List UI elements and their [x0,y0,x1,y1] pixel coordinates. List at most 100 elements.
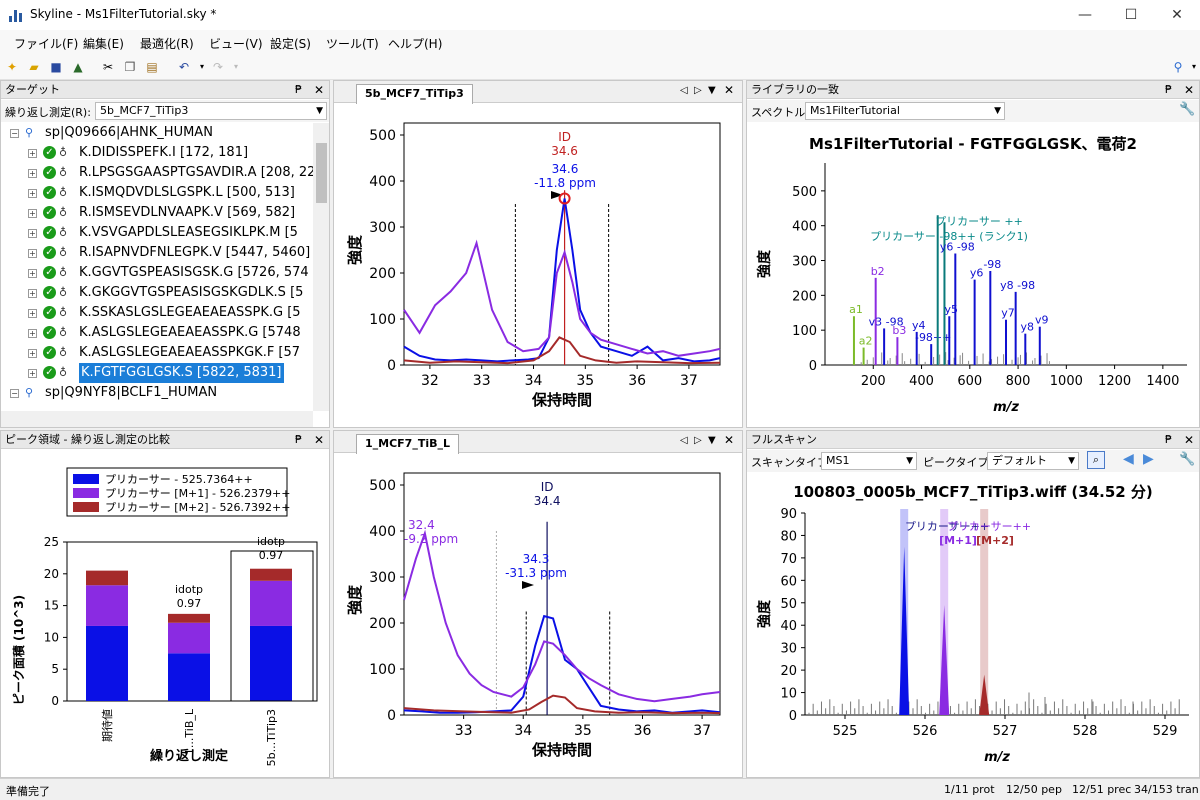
tab-next-icon[interactable]: ▷ [694,85,702,96]
pin-icon[interactable]: ₱ [295,433,302,446]
peptide-row[interactable]: + ✓ ♁ K.ISMQDVDLSLGSPK.L [500, 513] [1,183,313,203]
checkmark-icon: ✓ [43,326,56,339]
wrench-icon[interactable]: 🔧 [1179,102,1196,117]
tree-hscrollbar[interactable] [1,411,313,427]
bar-segment [86,625,128,701]
peptide-row[interactable]: + ✓ ♁ K.GGVTGSPEASISGSK.G [5726, 574 [1,263,313,283]
peptide-label: K.VSVGAPDLSLEASEGSIKLPK.M [5 [79,225,298,240]
menu-tools[interactable]: ツール(T) [326,37,379,51]
peptide-row[interactable]: + ✓ ♁ R.LPSGSGAASPTGSAVDIR.A [208, 225] [1,163,313,183]
expand-icon[interactable]: + [28,369,37,378]
menu-refine[interactable]: 最適化(R) [140,37,194,51]
expand-icon[interactable]: + [28,269,37,278]
peptide-row[interactable]: + ✓ ♁ K.ASLGSLEGEAEAEASSPK.G [5748 [1,323,313,343]
x-tick-label: 200 [861,374,886,389]
peptide-row[interactable]: + ✓ ♁ K.SSKASLGSLEGEAEAEASSPK.G [5 [1,303,313,323]
peptide-row[interactable]: + ✓ ♁ K.VSVGAPDLSLEASEGSIKLPK.M [5 [1,223,313,243]
targets-header: ターゲット ₱ ✕ [1,81,329,99]
tab-5b-mcf7[interactable]: 5b_MCF7_TiTip3 [356,84,473,104]
expand-icon[interactable]: + [28,149,37,158]
redo-dropdown-icon[interactable]: ▾ [233,62,238,71]
y-axis-label: ピーク面積 (10^3) [11,595,26,705]
scroll-thumb[interactable] [316,143,327,203]
tab-1-mcf7[interactable]: 1_MCF7_TiB_L [356,434,460,454]
menu-edit[interactable]: 編集(E) [83,37,124,51]
peak-rt-label: 34.3 [523,552,550,566]
close-icon[interactable]: ✕ [724,83,735,97]
menu-help[interactable]: ヘルプ(H) [388,37,443,51]
y-axis-label: 強度 [346,584,364,615]
peptide-row[interactable]: + ✓ ♁ R.ISMSEVDLNVAAPK.V [569, 582] [1,203,313,223]
minimize-icon[interactable]: — [1078,7,1092,23]
bar-segment [250,625,292,701]
peptide-row[interactable]: + ✓ ♁ R.ISAPNVDFNLEGPK.V [5447, 5460] [1,243,313,263]
copy-icon[interactable]: ❐ [124,60,136,74]
peptide-row[interactable]: + ✓ ♁ K.GKGGVTGSPEASISGSKGDLK.S [5 [1,283,313,303]
collapse-icon[interactable]: − [10,389,19,398]
x-axis-label: m/z [984,750,1010,765]
expand-icon[interactable]: + [28,309,37,318]
menu-settings[interactable]: 設定(S) [270,37,311,51]
open-folder-icon[interactable]: ▰ [29,60,39,74]
scan-type-combo[interactable]: MS1 ▼ [821,452,917,470]
peptide-row[interactable]: + ✓ ♁ K.DIDISSPEFK.I [172, 181] [1,143,313,163]
ions-dropdown-icon[interactable]: ▾ [1191,62,1196,71]
close-icon[interactable]: ✕ [1184,83,1195,97]
close-icon[interactable]: ✕ [314,433,325,447]
y-tick-label: 50 [780,597,797,612]
legend-swatch-m1 [73,488,99,498]
close-icon[interactable]: ✕ [1171,7,1183,23]
legend-swatch-m2 [73,502,99,512]
spectrum-combo[interactable]: Ms1FilterTutorial ▼ [805,102,1005,120]
tree-scrollbar[interactable] [313,123,329,411]
arrow-right-icon[interactable]: ▶ [1143,451,1154,467]
cut-icon[interactable]: ✂ [102,60,114,74]
expand-icon[interactable]: + [28,229,37,238]
new-file-icon[interactable]: ✦ [6,60,18,74]
expand-icon[interactable]: + [28,209,37,218]
arrow-left-icon[interactable]: ◀ [1123,451,1134,467]
tab-prev-icon[interactable]: ◁ [680,85,688,96]
pin-icon[interactable]: ₱ [295,83,302,96]
expand-icon[interactable]: + [28,249,37,258]
undo-icon[interactable]: ↶ [178,60,190,74]
peak-areas-title: ピーク領域 - 繰り返し測定の比較 [5,433,170,446]
publish-icon[interactable]: ▲ [73,60,83,74]
tab-list-icon[interactable]: ▼ [708,435,716,446]
replicate-combo[interactable]: 5b_MCF7_TiTip3 ▼ [95,102,327,120]
wrench-icon[interactable]: 🔧 [1179,452,1196,467]
undo-dropdown-icon[interactable]: ▾ [199,62,204,71]
expand-icon[interactable]: + [28,289,37,298]
save-icon[interactable]: ■ [50,60,62,74]
legend-text-m2: プリカーサー [M+2] - 526.7392++ [105,501,290,514]
tab-prev-icon[interactable]: ◁ [680,435,688,446]
menu-file[interactable]: ファイル(F) [14,37,79,51]
redo-icon[interactable]: ↷ [212,60,224,74]
peptide-icon: ♁ [59,186,68,199]
expand-icon[interactable]: + [28,349,37,358]
paste-icon[interactable]: ▤ [146,60,158,74]
expand-icon[interactable]: + [28,169,37,178]
peptide-icon: ♁ [59,246,68,259]
expand-icon[interactable]: + [28,329,37,338]
zoom-icon[interactable]: ⌕ [1087,451,1105,469]
ions-icon[interactable]: ⚲ [1173,60,1183,74]
peptide-row[interactable]: + ✓ ♁ K.FGTFGGLGSK.S [5822, 5831] [1,363,313,383]
menu-view[interactable]: ビュー(V) [209,37,263,51]
pin-icon[interactable]: ₱ [1165,433,1172,446]
collapse-icon[interactable]: − [10,129,19,138]
peak-type-combo[interactable]: デフォルト ▼ [987,452,1079,470]
peptide-row[interactable]: + ✓ ♁ K.ASLGSLEGEAEAEASSPKGK.F [57 [1,343,313,363]
tab-next-icon[interactable]: ▷ [694,435,702,446]
close-icon[interactable]: ✕ [724,433,735,447]
idotp-label-1: idotp [175,583,203,596]
maximize-icon[interactable]: ☐ [1124,7,1138,23]
checkmark-icon: ✓ [43,186,56,199]
peak-arrow [522,581,534,589]
pin-icon[interactable]: ₱ [1165,83,1172,96]
expand-icon[interactable]: + [28,189,37,198]
close-icon[interactable]: ✕ [314,83,325,97]
tab-list-icon[interactable]: ▼ [708,85,716,96]
close-icon[interactable]: ✕ [1184,433,1195,447]
x-tick-label: 37 [680,373,698,389]
